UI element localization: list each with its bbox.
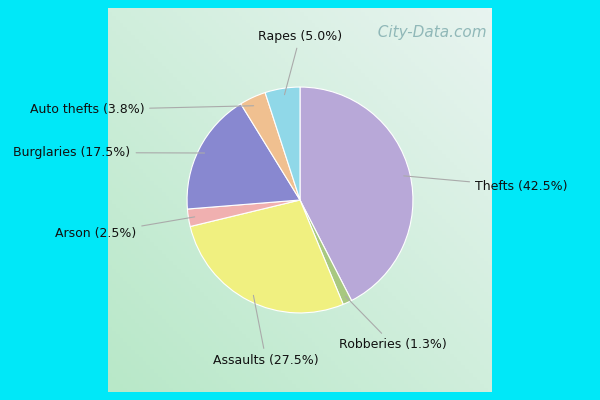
Text: City-Data.com: City-Data.com <box>368 25 487 40</box>
Text: Arson (2.5%): Arson (2.5%) <box>55 217 194 240</box>
Wedge shape <box>300 200 352 304</box>
Wedge shape <box>300 87 413 300</box>
Wedge shape <box>187 104 300 209</box>
Text: Assaults (27.5%): Assaults (27.5%) <box>214 295 319 367</box>
Wedge shape <box>190 200 343 313</box>
Wedge shape <box>265 87 300 200</box>
Text: Robberies (1.3%): Robberies (1.3%) <box>339 296 446 351</box>
Text: Thefts (42.5%): Thefts (42.5%) <box>404 176 568 193</box>
Text: Auto thefts (3.8%): Auto thefts (3.8%) <box>29 103 254 116</box>
Text: Burglaries (17.5%): Burglaries (17.5%) <box>13 146 205 159</box>
Wedge shape <box>241 92 300 200</box>
Text: Rapes (5.0%): Rapes (5.0%) <box>258 30 342 95</box>
Wedge shape <box>187 200 300 226</box>
